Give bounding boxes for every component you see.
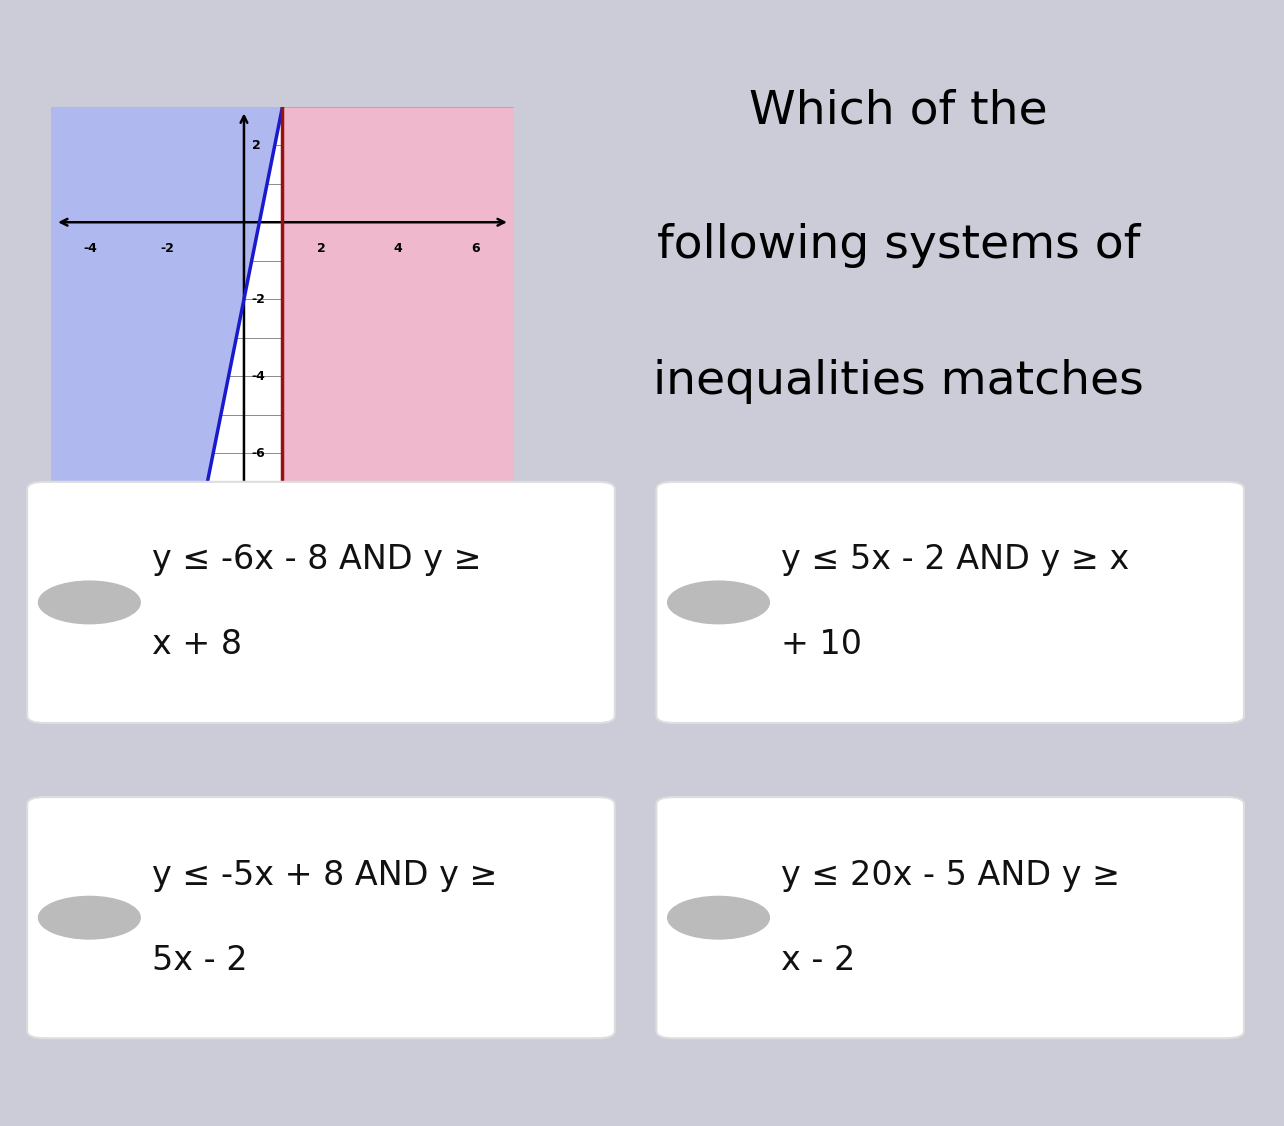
Text: y ≤ -6x - 8 AND y ≥: y ≤ -6x - 8 AND y ≥ xyxy=(152,544,482,577)
Circle shape xyxy=(39,896,140,939)
Text: y ≤ -5x + 8 AND y ≥: y ≤ -5x + 8 AND y ≥ xyxy=(152,859,497,892)
Text: -8: -8 xyxy=(252,524,266,537)
Text: 2: 2 xyxy=(252,138,261,152)
Text: + 10: + 10 xyxy=(781,628,862,661)
FancyBboxPatch shape xyxy=(27,797,615,1038)
Text: inequalities matches: inequalities matches xyxy=(654,358,1144,403)
Text: 2: 2 xyxy=(317,241,325,254)
Circle shape xyxy=(668,581,769,624)
FancyBboxPatch shape xyxy=(656,482,1244,723)
Text: Which of the: Which of the xyxy=(750,88,1048,133)
Text: following systems of: following systems of xyxy=(657,223,1140,268)
Text: y ≤ 20x - 5 AND y ≥: y ≤ 20x - 5 AND y ≥ xyxy=(781,859,1120,892)
Text: -6: -6 xyxy=(252,447,266,459)
Text: 5x - 2: 5x - 2 xyxy=(152,944,247,976)
Text: x - 2: x - 2 xyxy=(781,944,855,976)
FancyBboxPatch shape xyxy=(656,797,1244,1038)
Text: -2: -2 xyxy=(160,241,173,254)
FancyBboxPatch shape xyxy=(27,482,615,723)
Text: -2: -2 xyxy=(252,293,266,306)
Text: -4: -4 xyxy=(83,241,96,254)
Text: y ≤ 5x - 2 AND y ≥ x: y ≤ 5x - 2 AND y ≥ x xyxy=(781,544,1129,577)
Text: the graph shown?: the graph shown? xyxy=(687,493,1111,538)
Text: -4: -4 xyxy=(252,369,266,383)
Text: 4: 4 xyxy=(394,241,402,254)
Text: x + 8: x + 8 xyxy=(152,628,241,661)
Circle shape xyxy=(668,896,769,939)
Circle shape xyxy=(39,581,140,624)
Text: 6: 6 xyxy=(471,241,479,254)
